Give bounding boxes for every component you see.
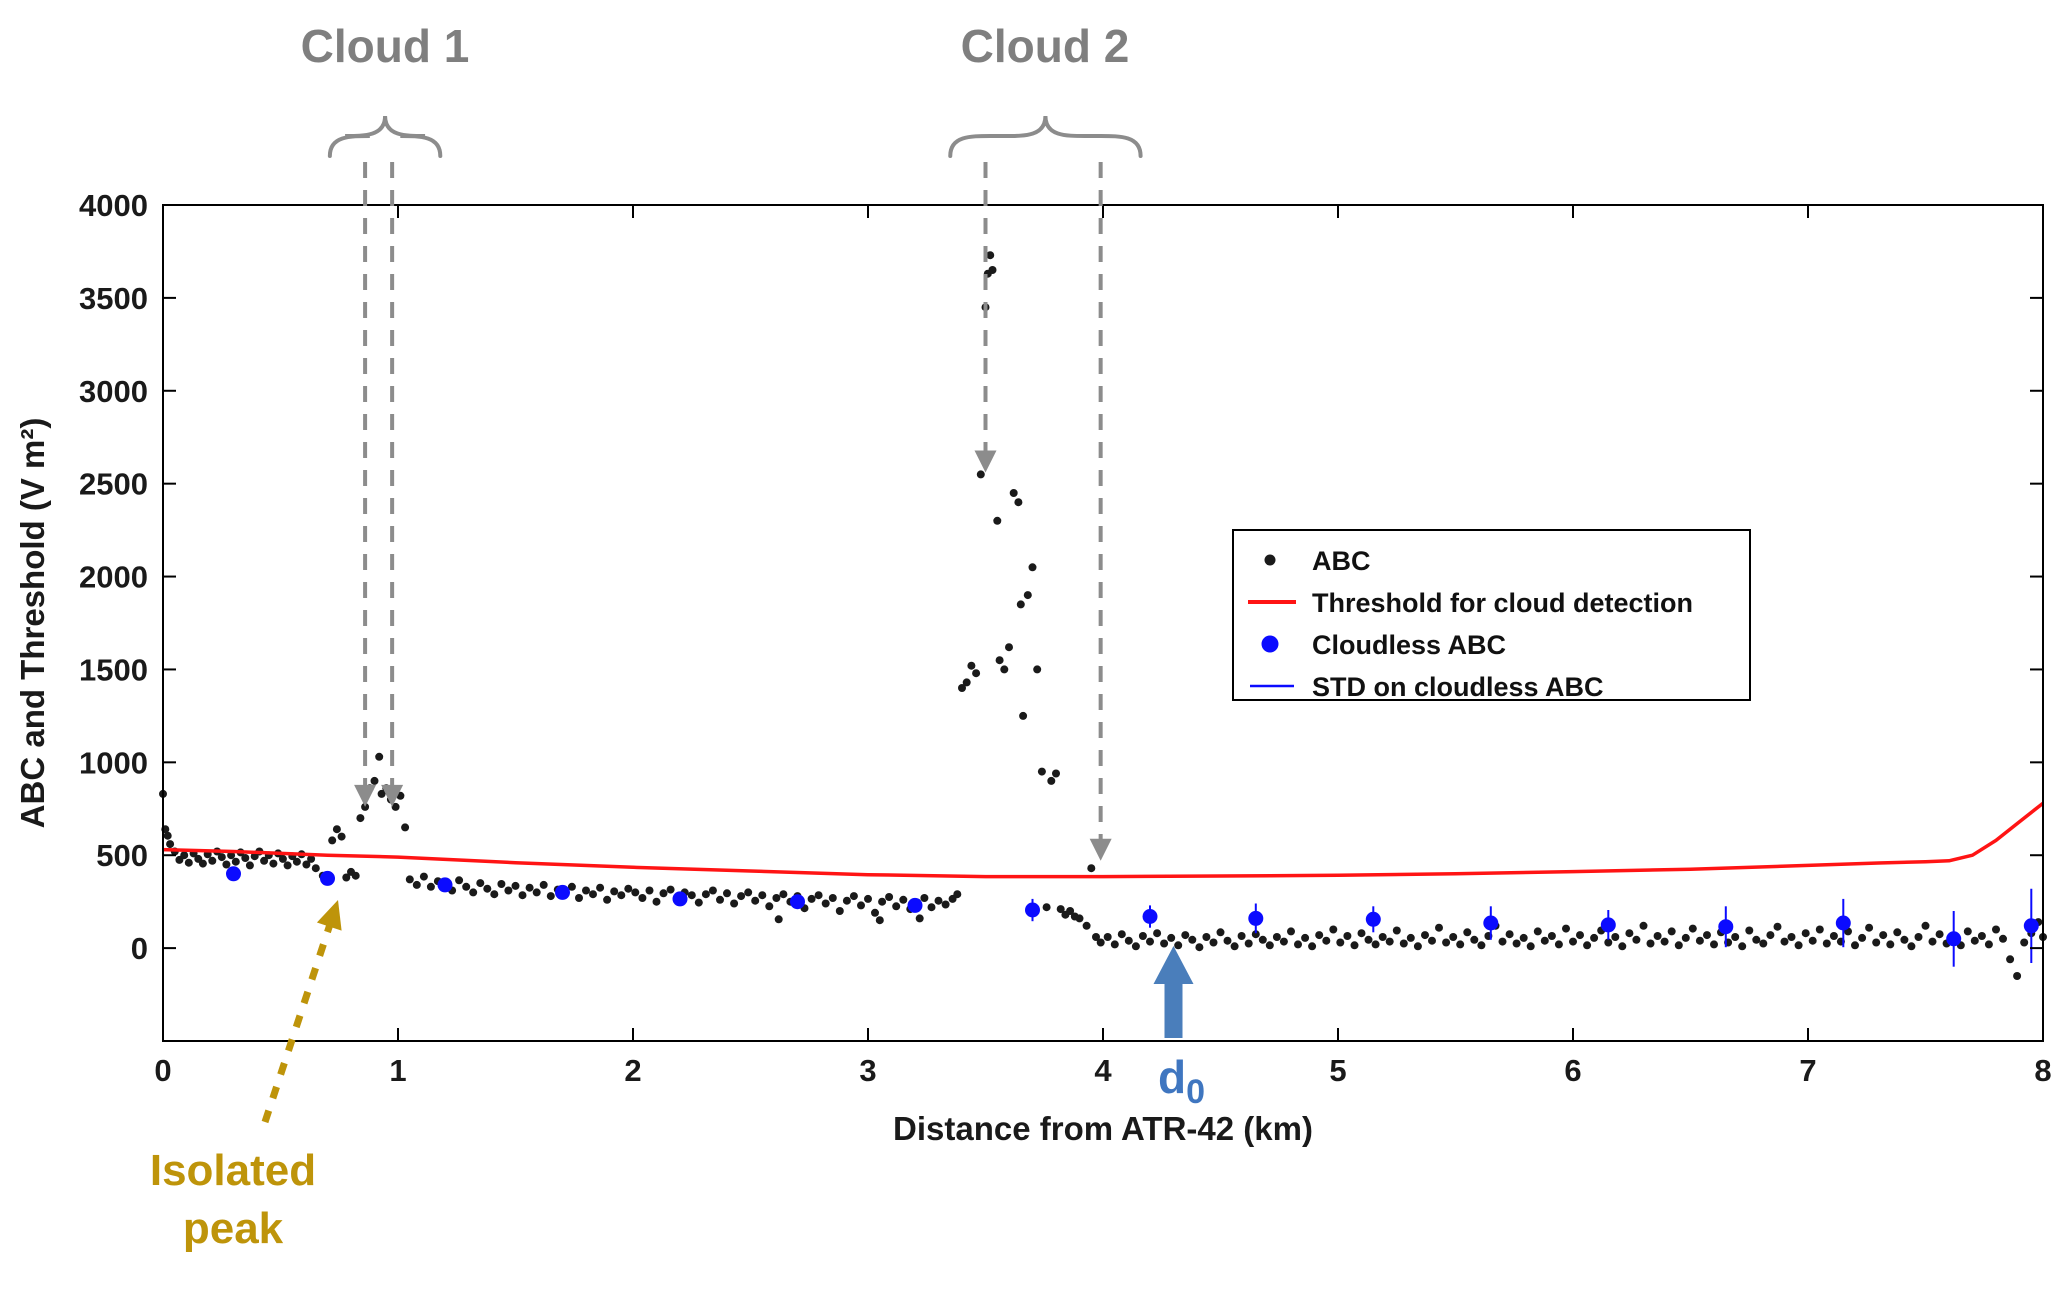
cloudless-point: [2023, 918, 2039, 934]
cloud1-annotation: [327, 115, 443, 807]
d0-label-sub: 0: [1186, 1073, 1205, 1111]
d0-up-arrow-icon: [1153, 946, 1194, 1038]
isolated-peak-annotation: [261, 900, 342, 1124]
axes-layer: 0 1 2 3 4 5 6 7 8 0 500 1000 1500 2000 2500 3000 3500 400…: [79, 188, 2052, 1088]
y-axis-label: ABC and Threshold (V m²): [14, 418, 51, 829]
legend-marker-cloudless: [1261, 635, 1279, 653]
cloud2-annotation: [948, 115, 1143, 861]
y-tick-label: 1500: [79, 652, 148, 687]
legend-marker-abc: [1264, 554, 1276, 566]
y-tick-label: 4000: [79, 188, 148, 223]
cloudless-point: [1718, 919, 1734, 935]
arrowhead-down-icon: [974, 450, 997, 473]
legend-label-std: STD on cloudless ABC: [1312, 672, 1604, 702]
arrowhead-down-icon: [381, 784, 404, 807]
cloudless-point: [907, 897, 923, 913]
cloudless-point: [1483, 915, 1499, 931]
d0-label: d0: [1158, 1051, 1205, 1111]
cloudless-point: [1025, 902, 1040, 918]
x-tick-label: 5: [1329, 1053, 1346, 1088]
x-tick-label: 3: [859, 1053, 876, 1088]
threshold-line: [162, 801, 2045, 879]
isolated-peak-label-line1: Isolated: [150, 1146, 316, 1195]
cloudless-points: [226, 866, 2039, 967]
x-tick-label: 1: [389, 1053, 406, 1088]
cloudless-point: [1946, 931, 1962, 947]
cloudless-point: [1365, 911, 1381, 927]
x-tick-label: 2: [624, 1053, 641, 1088]
legend-label-threshold: Threshold for cloud detection: [1312, 588, 1693, 618]
y-tick-label: 500: [96, 838, 148, 873]
gold-dashed-line: [261, 921, 334, 1124]
abc-points: [159, 251, 2047, 980]
legend-box: [1232, 529, 1751, 701]
isolated-peak-label-line2: peak: [183, 1204, 284, 1253]
y-tick-label: 2000: [79, 560, 148, 595]
annotation-layer: [261, 115, 1194, 1124]
cloudless-point: [555, 884, 570, 900]
x-tick-label: 8: [2034, 1053, 2051, 1088]
cloudless-point: [1835, 915, 1851, 931]
legend-label-abc: ABC: [1312, 546, 1371, 576]
cloud2-label: Cloud 2: [961, 20, 1130, 72]
cloud1-label: Cloud 1: [301, 20, 470, 72]
x-tick-label: 6: [1564, 1053, 1581, 1088]
cloudless-point: [320, 870, 335, 886]
arrowhead-down-icon: [354, 784, 377, 807]
arrowhead-down-icon: [1089, 838, 1112, 861]
brace: [948, 115, 1143, 158]
cloudless-point: [1248, 910, 1264, 926]
cloudless-point: [790, 894, 805, 910]
cloudless-point: [1600, 917, 1616, 933]
cloudless-point: [226, 866, 241, 882]
d0-label-main: d: [1158, 1051, 1186, 1103]
cloudless-point: [437, 877, 453, 893]
series-layer: [159, 251, 2047, 980]
x-tick-label: 4: [1094, 1053, 1112, 1088]
x-axis-label: Distance from ATR-42 (km): [893, 1110, 1313, 1147]
y-tick-label: 1000: [79, 745, 148, 780]
brace: [327, 115, 443, 158]
y-tick-label: 3000: [79, 374, 148, 409]
gold-arrowhead-icon: [316, 900, 342, 931]
plot-box: [162, 204, 2044, 1042]
cloudless-point: [1142, 909, 1158, 924]
legend: ABC Threshold for cloud detection Cloudl…: [1232, 529, 1751, 702]
y-tick-label: 3500: [79, 281, 148, 316]
y-tick-label: 2500: [79, 467, 148, 502]
x-tick-label: 7: [1799, 1053, 1816, 1088]
x-tick-label: 0: [154, 1053, 171, 1088]
legend-label-cloudless: Cloudless ABC: [1312, 630, 1506, 660]
y-tick-label: 0: [131, 931, 148, 966]
cloudless-point: [672, 891, 688, 907]
